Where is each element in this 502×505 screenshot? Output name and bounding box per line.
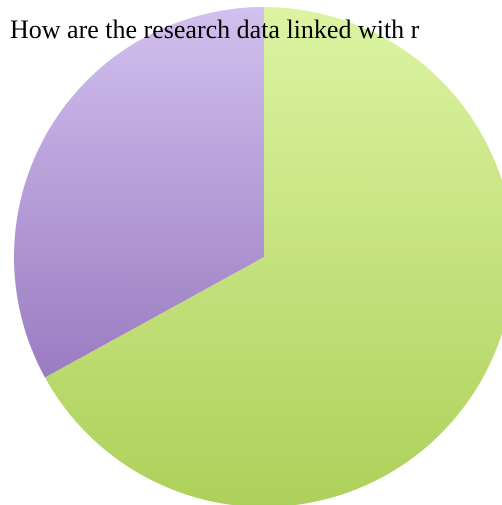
pie-slice-2: [13, 6, 264, 378]
chart-title: How are the research data linked with r: [10, 15, 420, 44]
pie-slices: [13, 6, 502, 505]
pie-slice-1: [44, 7, 502, 505]
